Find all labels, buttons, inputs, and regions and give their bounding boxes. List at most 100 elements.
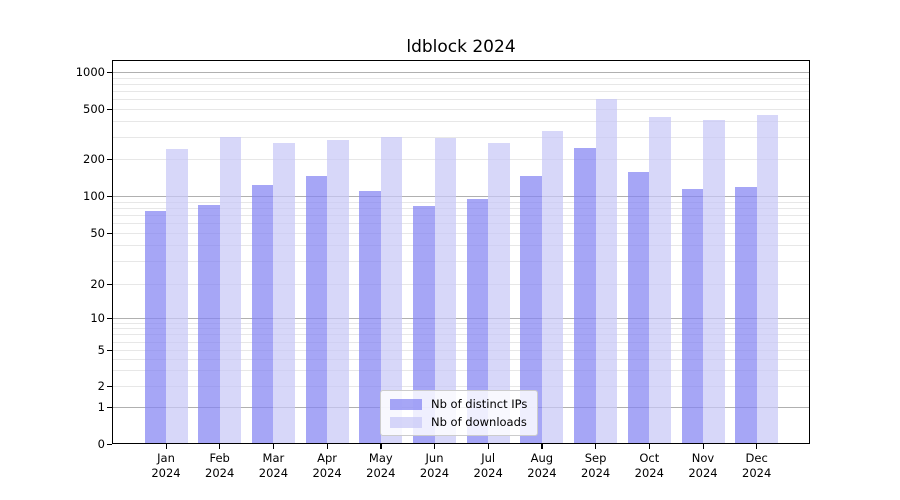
legend-swatch-distinct-ips — [390, 398, 422, 410]
gridline-4 — [112, 358, 810, 360]
y-tick-mark-500 — [107, 108, 112, 110]
legend-row-downloads: Nb of downloads — [390, 415, 527, 429]
bar-distinct-ips-mar — [251, 184, 274, 444]
y-tick-label-1: 1 — [97, 400, 105, 414]
x-tick-mark-may — [380, 444, 382, 449]
y-tick-mark-2 — [107, 385, 112, 387]
gridline-20 — [112, 284, 810, 285]
gridline-100 — [112, 196, 810, 197]
bar-downloads-sep — [595, 99, 618, 444]
legend-label-downloads: Nb of downloads — [431, 415, 527, 429]
y-tick-mark-0 — [107, 443, 112, 445]
bar-downloads-jan — [166, 149, 188, 444]
x-tick-label-may: May 2024 — [366, 451, 396, 480]
x-tick-mark-aug — [541, 444, 543, 449]
y-tick-mark-5 — [107, 349, 112, 351]
bar-downloads-jul — [488, 142, 510, 444]
gridline-900 — [112, 77, 810, 79]
gridline-2 — [112, 386, 810, 387]
y-tick-label-0: 0 — [97, 437, 105, 451]
y-tick-label-1000: 1000 — [75, 65, 105, 79]
bar-distinct-ips-feb — [198, 204, 220, 444]
gridline-5 — [112, 350, 810, 351]
bar-distinct-ips-apr — [305, 176, 328, 444]
x-tick-label-apr: Apr 2024 — [312, 451, 342, 480]
gridline-400 — [112, 121, 810, 123]
x-tick-label-mar: Mar 2024 — [258, 451, 289, 480]
y-tick-mark-100 — [107, 195, 112, 197]
gridline-600 — [112, 99, 810, 101]
bar-downloads-apr — [327, 139, 349, 444]
plot-area: Nb of distinct IPs Nb of downloads — [112, 60, 810, 444]
bar-downloads-nov — [703, 120, 725, 444]
x-tick-mark-jun — [434, 444, 436, 449]
gridline-90 — [112, 201, 810, 203]
y-tick-label-10: 10 — [90, 311, 105, 325]
legend: Nb of distinct IPs Nb of downloads — [380, 390, 539, 436]
legend-swatch-downloads — [390, 416, 422, 428]
bar-distinct-ips-nov — [681, 188, 703, 444]
y-tick-label-500: 500 — [83, 102, 105, 116]
bar-distinct-ips-oct — [627, 171, 650, 444]
gridline-8 — [112, 328, 810, 330]
gridline-800 — [112, 83, 810, 85]
bar-downloads-oct — [649, 117, 671, 444]
gridline-10 — [112, 318, 810, 319]
x-tick-label-aug: Aug 2024 — [527, 451, 557, 480]
bar-downloads-aug — [541, 130, 564, 444]
gridline-30 — [112, 261, 810, 263]
gridline-70 — [112, 215, 810, 217]
x-tick-mark-oct — [648, 444, 651, 449]
legend-label-distinct-ips: Nb of distinct IPs — [431, 397, 528, 411]
gridline-60 — [112, 223, 810, 225]
y-tick-mark-10 — [107, 317, 112, 319]
gridline-50 — [112, 233, 810, 234]
bar-downloads-mar — [273, 142, 295, 444]
gridline-6 — [112, 341, 810, 343]
x-tick-mark-mar — [272, 444, 275, 449]
y-tick-mark-1 — [107, 406, 112, 408]
y-tick-label-50: 50 — [90, 226, 105, 240]
x-tick-label-dec: Dec 2024 — [742, 451, 772, 480]
gridline-200 — [112, 159, 810, 160]
x-tick-label-jul: Jul 2024 — [473, 451, 503, 480]
x-tick-label-oct: Oct 2024 — [634, 451, 664, 480]
bar-distinct-ips-aug — [520, 176, 542, 444]
x-tick-label-sep: Sep 2024 — [580, 451, 611, 480]
x-tick-label-jun: Jun 2024 — [419, 451, 450, 480]
gridline-7 — [112, 334, 810, 336]
gridline-500 — [112, 109, 810, 110]
y-tick-label-5: 5 — [97, 343, 105, 357]
bar-distinct-ips-jun — [413, 205, 435, 444]
legend-row-distinct-ips: Nb of distinct IPs — [390, 397, 527, 411]
bar-distinct-ips-sep — [574, 147, 596, 444]
gridline-9 — [112, 322, 810, 324]
y-tick-label-200: 200 — [83, 152, 105, 166]
y-tick-label-100: 100 — [83, 189, 105, 203]
gridline-40 — [112, 245, 810, 247]
bar-downloads-jun — [434, 137, 456, 444]
x-tick-mark-dec — [756, 444, 758, 449]
y-tick-mark-50 — [107, 232, 112, 234]
bar-distinct-ips-jan — [144, 211, 166, 444]
gridline-700 — [112, 91, 810, 93]
y-tick-mark-1000 — [107, 71, 112, 73]
bar-distinct-ips-jul — [466, 198, 489, 444]
x-tick-label-nov: Nov 2024 — [688, 451, 718, 480]
bar-distinct-ips-dec — [735, 187, 757, 444]
gridline-1000 — [112, 72, 810, 73]
gridline-80 — [112, 207, 810, 209]
gridline-3 — [112, 370, 810, 372]
x-tick-label-jan: Jan 2024 — [151, 451, 181, 480]
chart-title: ldblock 2024 — [406, 37, 516, 57]
x-tick-mark-jul — [487, 444, 489, 449]
x-tick-label-feb: Feb 2024 — [205, 451, 235, 480]
bar-downloads-feb — [219, 136, 242, 444]
x-tick-mark-jan — [165, 444, 167, 449]
y-tick-label-2: 2 — [97, 379, 105, 393]
bar-downloads-dec — [756, 115, 779, 444]
x-tick-mark-nov — [702, 444, 704, 449]
x-tick-mark-apr — [326, 444, 328, 449]
x-tick-mark-sep — [595, 444, 597, 449]
